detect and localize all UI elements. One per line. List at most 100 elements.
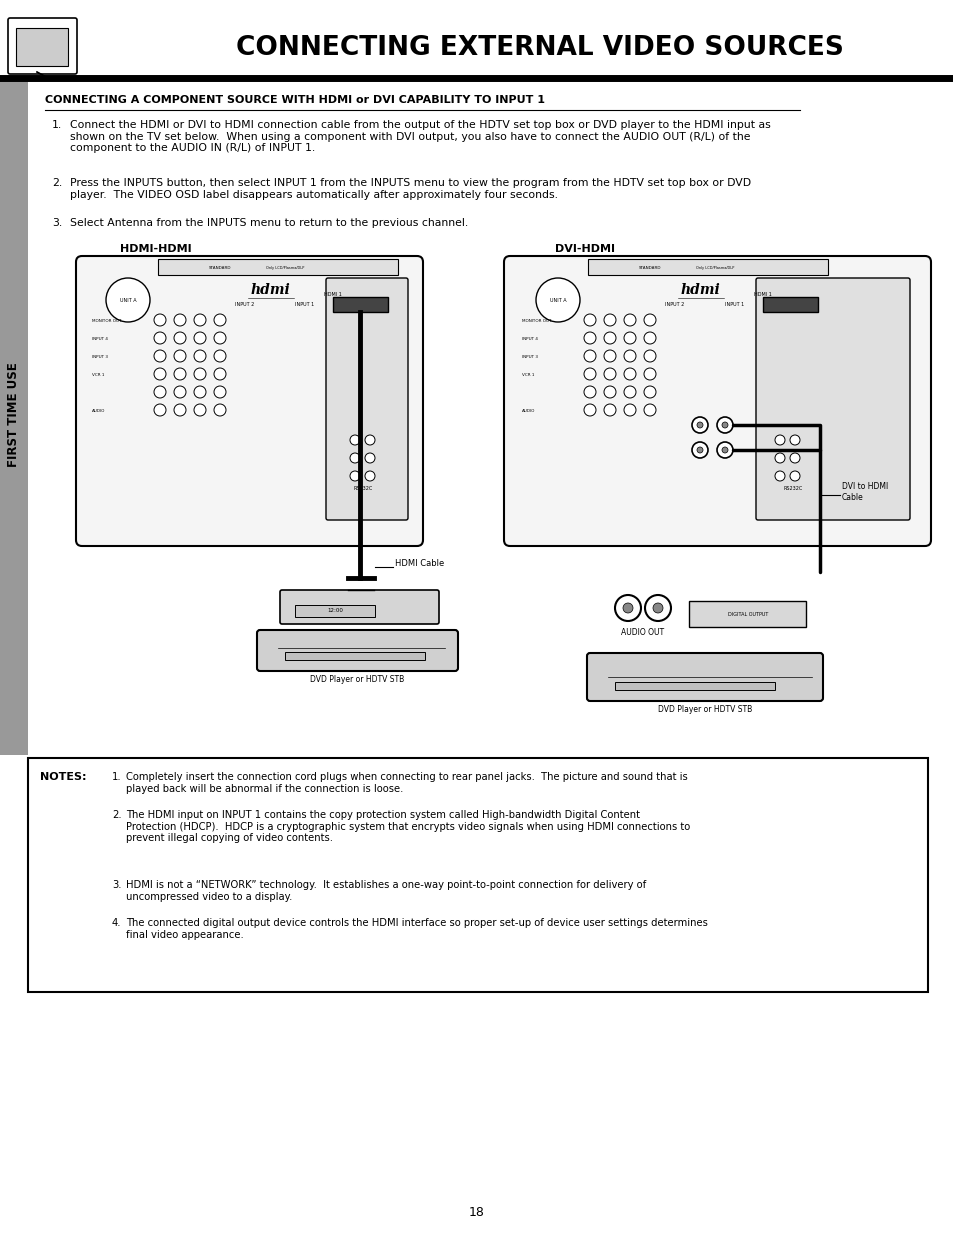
Text: INPUT 4: INPUT 4 bbox=[91, 337, 108, 341]
Text: AUDIO: AUDIO bbox=[521, 409, 535, 412]
Text: STANDARD: STANDARD bbox=[639, 266, 660, 270]
Text: 2.: 2. bbox=[52, 178, 62, 188]
Circle shape bbox=[193, 314, 206, 326]
Circle shape bbox=[697, 422, 702, 429]
Text: Press the INPUTS button, then select INPUT 1 from the INPUTS menu to view the pr: Press the INPUTS button, then select INP… bbox=[70, 178, 750, 200]
Text: INPUT 4: INPUT 4 bbox=[521, 337, 537, 341]
Bar bbox=[762, 296, 817, 312]
Circle shape bbox=[536, 278, 579, 322]
Circle shape bbox=[643, 314, 656, 326]
Circle shape bbox=[717, 442, 732, 458]
Circle shape bbox=[697, 447, 702, 453]
Text: 1.: 1. bbox=[112, 772, 121, 782]
Text: The HDMI input on INPUT 1 contains the copy protection system called High-bandwi: The HDMI input on INPUT 1 contains the c… bbox=[126, 810, 690, 844]
Circle shape bbox=[153, 387, 166, 398]
Circle shape bbox=[193, 332, 206, 345]
Circle shape bbox=[789, 471, 800, 480]
Circle shape bbox=[173, 387, 186, 398]
Text: UNIT A: UNIT A bbox=[549, 298, 566, 303]
Circle shape bbox=[193, 350, 206, 362]
Bar bbox=[294, 605, 375, 618]
Circle shape bbox=[365, 435, 375, 445]
Bar bbox=[28, 758, 927, 992]
Circle shape bbox=[643, 350, 656, 362]
Text: 4.: 4. bbox=[112, 918, 121, 927]
Bar bbox=[333, 296, 388, 312]
Text: MONITOR OUT: MONITOR OUT bbox=[91, 319, 121, 324]
Circle shape bbox=[365, 471, 375, 480]
Text: INPUT 1: INPUT 1 bbox=[724, 303, 744, 308]
Circle shape bbox=[106, 278, 150, 322]
Text: Select Antenna from the INPUTS menu to return to the previous channel.: Select Antenna from the INPUTS menu to r… bbox=[70, 219, 468, 228]
Circle shape bbox=[213, 314, 226, 326]
Text: DVD Player or HDTV STB: DVD Player or HDTV STB bbox=[658, 705, 751, 714]
Text: INPUT 2: INPUT 2 bbox=[664, 303, 684, 308]
FancyBboxPatch shape bbox=[256, 630, 457, 671]
Text: HDMI is not a “NETWORK” technology.  It establishes a one-way point-to-point con: HDMI is not a “NETWORK” technology. It e… bbox=[126, 881, 645, 902]
Text: hdmi: hdmi bbox=[679, 283, 720, 296]
Circle shape bbox=[213, 387, 226, 398]
Text: 3.: 3. bbox=[112, 881, 121, 890]
Circle shape bbox=[789, 435, 800, 445]
Text: RS232C: RS232C bbox=[353, 485, 373, 490]
Circle shape bbox=[623, 368, 636, 380]
Bar bbox=[285, 652, 424, 659]
Text: hdmi: hdmi bbox=[250, 283, 290, 296]
Circle shape bbox=[643, 387, 656, 398]
Text: HDMI 1: HDMI 1 bbox=[324, 291, 341, 296]
Circle shape bbox=[193, 404, 206, 416]
Circle shape bbox=[623, 314, 636, 326]
FancyBboxPatch shape bbox=[8, 19, 77, 74]
Text: AUDIO: AUDIO bbox=[91, 409, 105, 412]
Circle shape bbox=[691, 417, 707, 433]
Text: HDMI Cable: HDMI Cable bbox=[395, 559, 444, 568]
Circle shape bbox=[774, 435, 784, 445]
Circle shape bbox=[173, 350, 186, 362]
Text: 1.: 1. bbox=[52, 120, 62, 130]
Circle shape bbox=[789, 453, 800, 463]
Text: HDMI-HDMI: HDMI-HDMI bbox=[120, 245, 192, 254]
Circle shape bbox=[583, 404, 596, 416]
Circle shape bbox=[717, 417, 732, 433]
Circle shape bbox=[193, 387, 206, 398]
Circle shape bbox=[603, 332, 616, 345]
Circle shape bbox=[643, 404, 656, 416]
Text: NOTES:: NOTES: bbox=[40, 772, 87, 782]
FancyBboxPatch shape bbox=[586, 653, 822, 701]
Text: AUDIO OUT: AUDIO OUT bbox=[620, 629, 664, 637]
Circle shape bbox=[173, 314, 186, 326]
Circle shape bbox=[644, 595, 670, 621]
Circle shape bbox=[603, 387, 616, 398]
Text: The connected digital output device controls the HDMI interface so proper set-up: The connected digital output device cont… bbox=[126, 918, 707, 940]
Circle shape bbox=[721, 447, 727, 453]
Text: Connect the HDMI or DVI to HDMI connection cable from the output of the HDTV set: Connect the HDMI or DVI to HDMI connecti… bbox=[70, 120, 770, 153]
Bar bbox=[615, 682, 774, 690]
Text: DIGITAL OUTPUT: DIGITAL OUTPUT bbox=[727, 611, 767, 616]
Text: INPUT 3: INPUT 3 bbox=[91, 354, 108, 359]
Circle shape bbox=[603, 368, 616, 380]
Circle shape bbox=[213, 404, 226, 416]
Text: HDMI 1: HDMI 1 bbox=[753, 291, 771, 296]
Text: CONNECTING A COMPONENT SOURCE WITH HDMI or DVI CAPABILITY TO INPUT 1: CONNECTING A COMPONENT SOURCE WITH HDMI … bbox=[45, 95, 544, 105]
Circle shape bbox=[350, 435, 359, 445]
Circle shape bbox=[623, 404, 636, 416]
FancyBboxPatch shape bbox=[688, 601, 805, 627]
Circle shape bbox=[153, 368, 166, 380]
Text: RS232C: RS232C bbox=[782, 485, 801, 490]
Text: VCR 1: VCR 1 bbox=[91, 373, 104, 377]
Bar bbox=[16, 28, 68, 65]
Circle shape bbox=[153, 332, 166, 345]
FancyBboxPatch shape bbox=[76, 256, 422, 546]
Circle shape bbox=[643, 368, 656, 380]
Circle shape bbox=[721, 422, 727, 429]
Circle shape bbox=[623, 387, 636, 398]
Circle shape bbox=[774, 471, 784, 480]
Circle shape bbox=[583, 387, 596, 398]
Text: DVI to HDMI
Cable: DVI to HDMI Cable bbox=[841, 483, 887, 501]
Circle shape bbox=[643, 332, 656, 345]
Circle shape bbox=[153, 314, 166, 326]
Circle shape bbox=[153, 350, 166, 362]
Text: STANDARD: STANDARD bbox=[209, 266, 231, 270]
Circle shape bbox=[173, 332, 186, 345]
Text: 18: 18 bbox=[469, 1205, 484, 1219]
